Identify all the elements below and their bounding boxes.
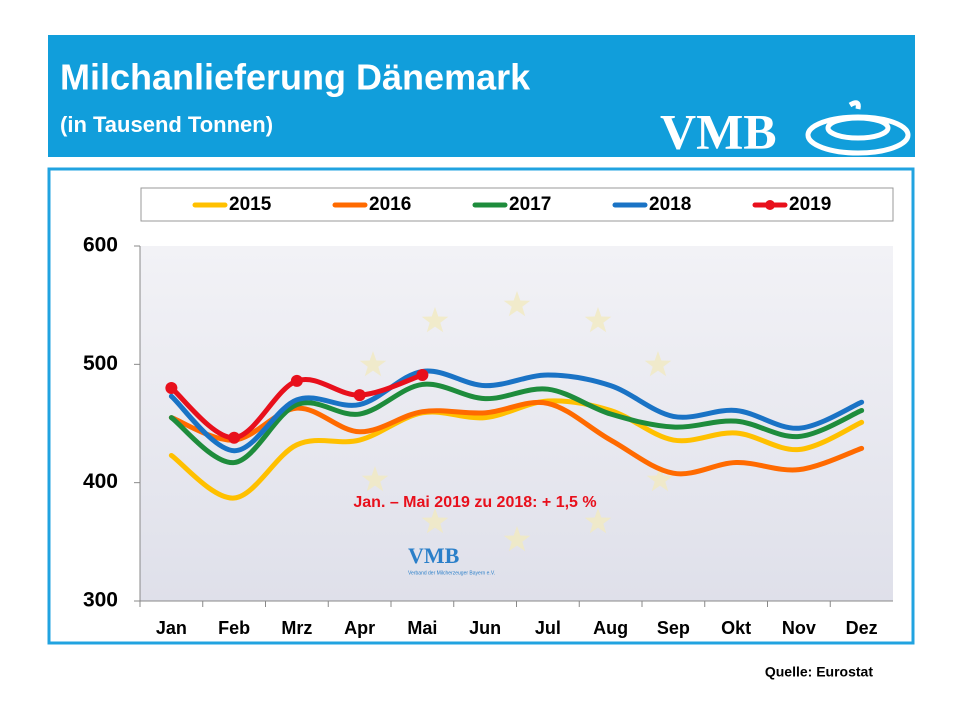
x-tick-label: Apr [344, 618, 375, 638]
subtitle: (in Tausend Tonnen) [60, 112, 273, 137]
y-tick-label: 300 [83, 589, 118, 612]
series-line [168, 381, 865, 466]
y-tick-label: 500 [83, 352, 118, 375]
marker [228, 431, 241, 444]
annotation: Jan. – Mai 2019 zu 2018: + 1,5 % [353, 494, 596, 511]
y-tick-label: 600 [83, 234, 118, 257]
legend-label: 2018 [649, 194, 691, 215]
x-tick-label: Mrz [281, 618, 312, 638]
legend-marker [765, 200, 775, 210]
series-line [168, 398, 865, 501]
legend-label: 2015 [229, 194, 272, 215]
y-tick-label: 400 [83, 470, 118, 493]
header-bar [48, 35, 915, 157]
x-tick-label: Nov [782, 618, 816, 638]
source: Quelle: Eurostat [765, 664, 873, 680]
x-tick-label: Jan [156, 618, 187, 638]
legend-label: 2019 [789, 194, 831, 215]
x-tick-label: Okt [721, 618, 751, 638]
marker [353, 389, 366, 402]
marker [165, 382, 178, 394]
title: Milchanlieferung Dänemark [60, 57, 531, 98]
legend-label: 2017 [509, 194, 551, 215]
marker [290, 374, 303, 387]
x-tick-label: Dez [846, 618, 878, 638]
watermark-text: Verband der Milcherzeuger Bayern e.V. [408, 570, 495, 576]
x-tick-label: Aug [593, 618, 628, 638]
series-line [168, 368, 865, 454]
legend-label: 2016 [369, 194, 411, 215]
x-tick-label: Feb [218, 618, 250, 638]
marker [416, 368, 429, 381]
x-tick-label: Jun [469, 618, 501, 638]
watermark-logo: VMB [408, 543, 460, 568]
logo: VMB [660, 103, 777, 159]
x-tick-label: Jul [535, 618, 561, 638]
x-tick-label: Sep [657, 618, 690, 638]
logo-icon [805, 100, 911, 156]
x-tick-label: Mai [407, 618, 437, 638]
